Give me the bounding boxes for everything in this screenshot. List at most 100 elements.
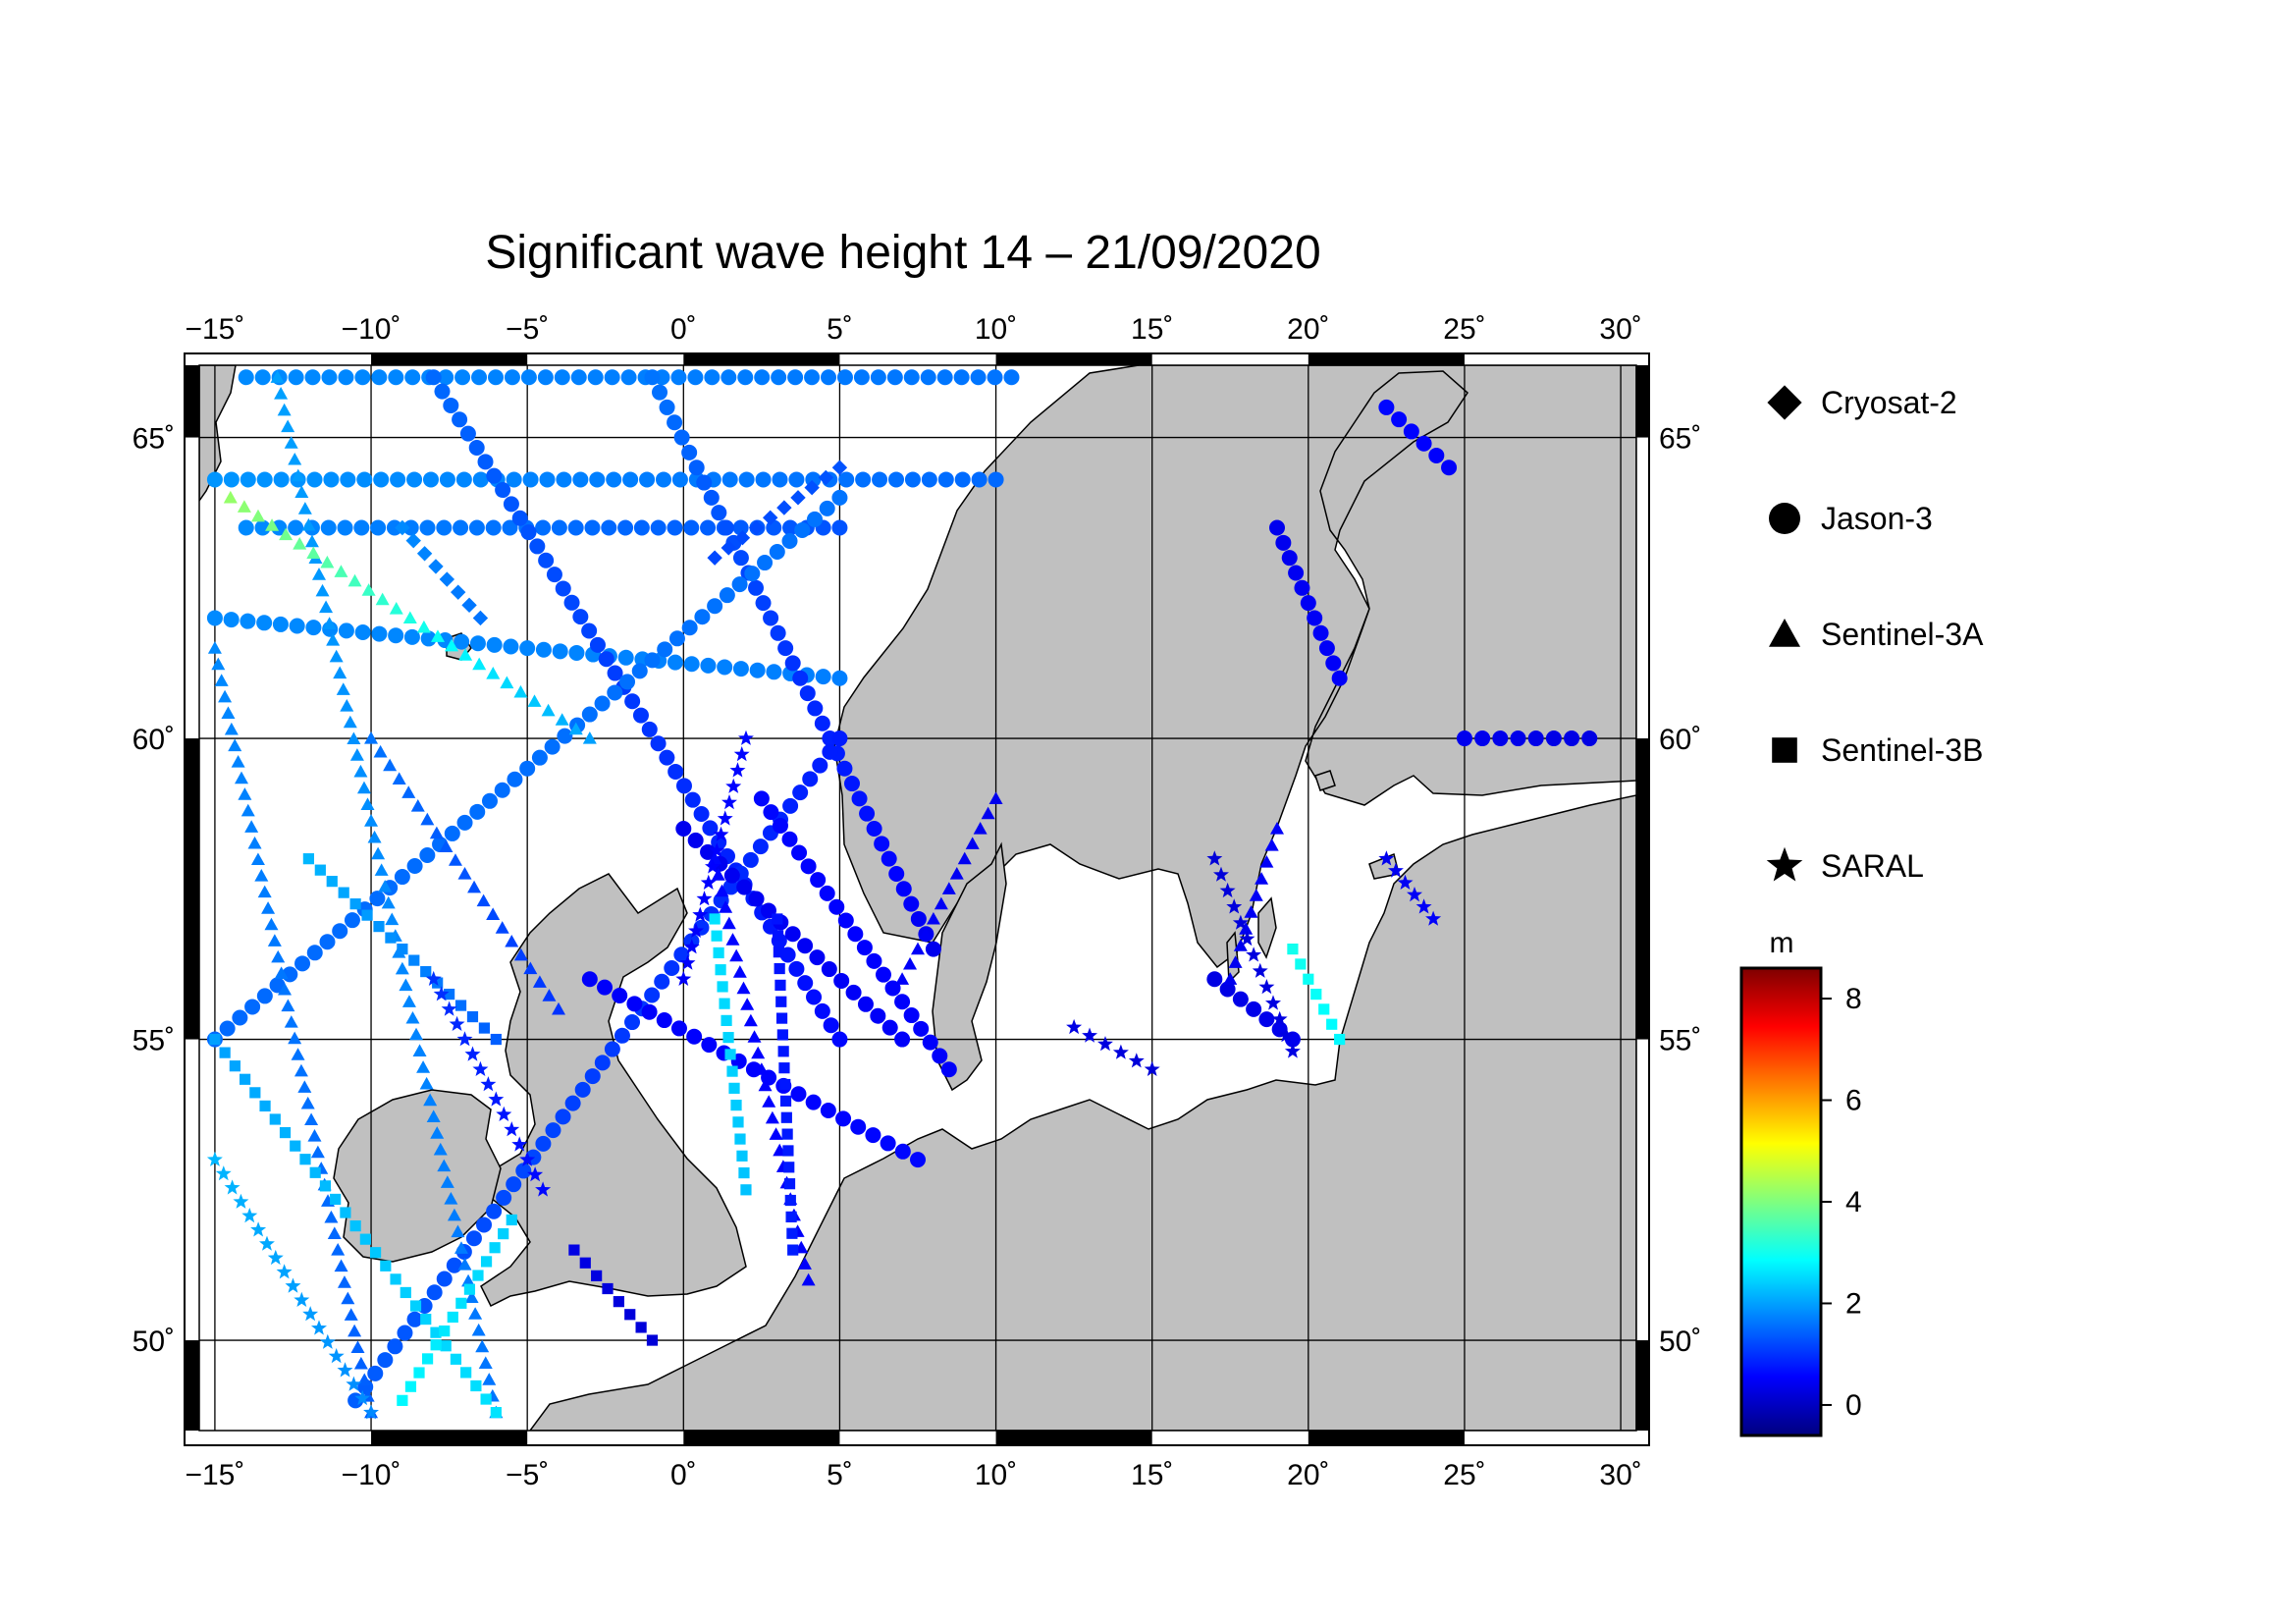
lon-tick-label-top: 30˚	[1599, 313, 1641, 346]
track-point	[1206, 850, 1223, 866]
track-point	[301, 517, 316, 531]
track-point	[433, 986, 450, 1001]
track-point	[1244, 905, 1258, 918]
track-point	[319, 934, 336, 950]
track-point	[1581, 730, 1598, 747]
track-point	[357, 1373, 372, 1386]
track-point	[240, 1073, 251, 1085]
track-point	[1474, 730, 1491, 747]
track-point	[454, 633, 470, 650]
track-point	[304, 534, 319, 548]
track-point	[687, 369, 704, 386]
track-point	[354, 369, 371, 386]
track-point	[486, 1203, 503, 1219]
track-point	[821, 961, 837, 978]
track-point	[241, 1208, 258, 1223]
track-point	[1239, 922, 1254, 935]
track-point	[397, 1325, 413, 1341]
track-point	[425, 369, 442, 386]
track-point	[475, 1339, 490, 1353]
track-point	[541, 703, 556, 717]
track-point	[542, 989, 557, 1001]
track-point	[209, 1033, 221, 1046]
track-point	[904, 471, 921, 488]
track-point	[819, 500, 835, 516]
track-point	[511, 510, 528, 526]
track-point	[486, 467, 503, 484]
track-point	[383, 758, 398, 772]
track-point	[888, 865, 905, 882]
track-point	[622, 471, 639, 488]
track-point	[395, 961, 409, 975]
track-point	[804, 369, 821, 386]
track-point	[320, 555, 335, 568]
track-point	[568, 644, 585, 661]
track-point	[652, 384, 668, 401]
track-point	[458, 648, 473, 661]
track-point	[806, 989, 823, 1005]
lon-tick-label-bottom: −15˚	[185, 1459, 244, 1491]
track-point	[812, 757, 828, 774]
track-point	[259, 1100, 271, 1112]
track-point	[784, 1194, 796, 1207]
track-point	[606, 471, 622, 488]
track-point	[444, 988, 455, 1001]
track-point	[406, 471, 423, 488]
track-point	[337, 519, 353, 536]
track-point	[496, 1106, 512, 1121]
track-point	[866, 952, 882, 969]
track-point	[343, 715, 357, 729]
track-point	[1303, 973, 1314, 985]
frame-band	[1308, 353, 1465, 365]
track-point	[684, 791, 701, 808]
track-point	[390, 471, 406, 488]
track-point	[364, 814, 379, 827]
track-point	[779, 1078, 791, 1091]
track-point	[452, 411, 468, 428]
frame-band	[185, 365, 199, 438]
track-point	[277, 403, 292, 416]
track-point	[240, 471, 256, 488]
track-point	[310, 1145, 325, 1159]
track-point	[469, 803, 486, 820]
track-point	[708, 851, 722, 865]
track-point	[457, 1257, 472, 1271]
track-point	[1403, 423, 1419, 440]
track-point	[581, 971, 598, 988]
track-point	[728, 1082, 740, 1094]
track-point	[373, 921, 385, 933]
track-point	[519, 1151, 536, 1166]
lon-tick-label-bottom: 5˚	[827, 1459, 853, 1491]
track-point	[416, 546, 433, 562]
track-point	[240, 613, 256, 629]
track-point	[456, 1031, 473, 1047]
track-point	[988, 471, 1004, 488]
track-point	[429, 826, 444, 839]
track-point	[819, 885, 835, 901]
track-point	[953, 369, 970, 386]
track-point	[1281, 550, 1298, 567]
star-icon	[1766, 846, 1803, 882]
frame-band	[995, 1431, 1152, 1445]
track-point	[918, 927, 933, 940]
track-point	[406, 858, 423, 875]
track-point	[341, 1291, 355, 1305]
track-point	[1066, 1018, 1083, 1035]
land-gotland	[1257, 896, 1277, 959]
track-point	[456, 814, 473, 831]
track-point	[810, 872, 827, 889]
track-point	[886, 369, 903, 386]
track-point	[439, 839, 454, 852]
track-point	[419, 1076, 434, 1090]
track-point	[753, 790, 770, 807]
track-point	[467, 880, 482, 893]
track-point	[454, 369, 471, 386]
frame-band	[1636, 1340, 1649, 1431]
track-point	[480, 1393, 492, 1405]
track-point	[675, 778, 692, 794]
track-point	[522, 471, 539, 488]
track-point	[742, 851, 759, 868]
track-point	[505, 934, 519, 947]
track-point	[922, 1034, 938, 1051]
